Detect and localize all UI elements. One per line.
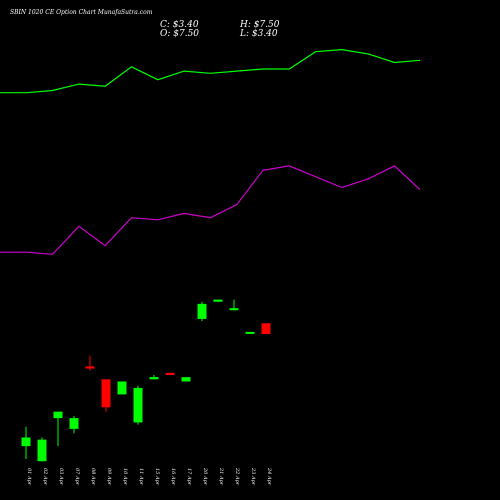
candle-14 — [229, 299, 239, 311]
candle-3 — [53, 411, 63, 447]
x-tick-label: 15 Apr — [154, 468, 160, 486]
x-tick-label: 08 Apr — [90, 468, 96, 486]
candle-body — [181, 377, 191, 382]
low-price-label: L: $3.40 — [240, 29, 278, 39]
x-tick-label: 02 Apr — [42, 468, 48, 486]
candle-body — [101, 379, 111, 408]
chart-title: SBIN 1020 CE Option Chart MunafaSutra.co… — [10, 9, 153, 16]
candle-15 — [245, 331, 255, 334]
candle-body — [261, 323, 271, 335]
close-price-label: C: $3.40 — [160, 20, 199, 30]
candle-body — [133, 387, 143, 423]
candle-4 — [69, 415, 79, 434]
candle-10 — [165, 372, 175, 375]
magenta-indicator-line — [0, 165, 421, 255]
x-tick-label: 24 Apr — [266, 467, 272, 486]
candle-5 — [85, 355, 95, 371]
candle-body — [213, 299, 223, 302]
x-tick-label: 01 Apr — [26, 468, 32, 486]
candle-body — [229, 308, 239, 311]
x-tick-label: 10 Apr — [122, 468, 128, 486]
candle-11 — [181, 377, 191, 382]
x-tick-label: 22 Apr — [234, 467, 240, 486]
x-tick-label: 07 Apr — [74, 468, 80, 486]
candle-12 — [197, 301, 207, 322]
x-tick-label: 21 Apr — [218, 467, 224, 486]
x-tick-label: 17 Apr — [186, 468, 192, 486]
open-price-label: O: $7.50 — [160, 29, 200, 39]
candle-body — [37, 439, 47, 462]
x-tick-label: 09 Apr — [106, 468, 112, 486]
candle-6 — [101, 379, 111, 412]
candle-body — [197, 303, 207, 319]
x-tick-label: 11 Apr — [138, 468, 144, 486]
candle-16 — [261, 323, 271, 335]
x-tick-label: 03 Apr — [58, 468, 64, 486]
green-indicator-line — [0, 48, 421, 94]
candle-body — [85, 366, 95, 369]
x-tick-label: 16 Apr — [170, 468, 176, 486]
candle-1 — [21, 426, 31, 460]
high-price-label: H: $7.50 — [240, 20, 280, 30]
candle-body — [69, 418, 79, 429]
candle-body — [245, 331, 255, 334]
x-tick-label: 20 Apr — [202, 467, 208, 486]
candle-body — [21, 437, 31, 447]
candle-body — [117, 381, 127, 395]
candle-7 — [117, 381, 127, 395]
candle-body — [165, 372, 175, 375]
x-tick-label: 23 Apr — [250, 467, 256, 486]
candle-9 — [149, 375, 159, 380]
x-axis-labels: 01 Apr 02 Apr 03 Apr 07 Apr 08 Apr 09 Apr 10 A… — [26, 467, 272, 486]
candle-13 — [213, 299, 223, 302]
candle-body — [149, 377, 159, 380]
candle-8 — [133, 385, 143, 425]
indicator-lines — [0, 48, 421, 255]
candles — [21, 299, 271, 462]
candle-body — [53, 411, 63, 419]
candle-2 — [37, 437, 47, 462]
